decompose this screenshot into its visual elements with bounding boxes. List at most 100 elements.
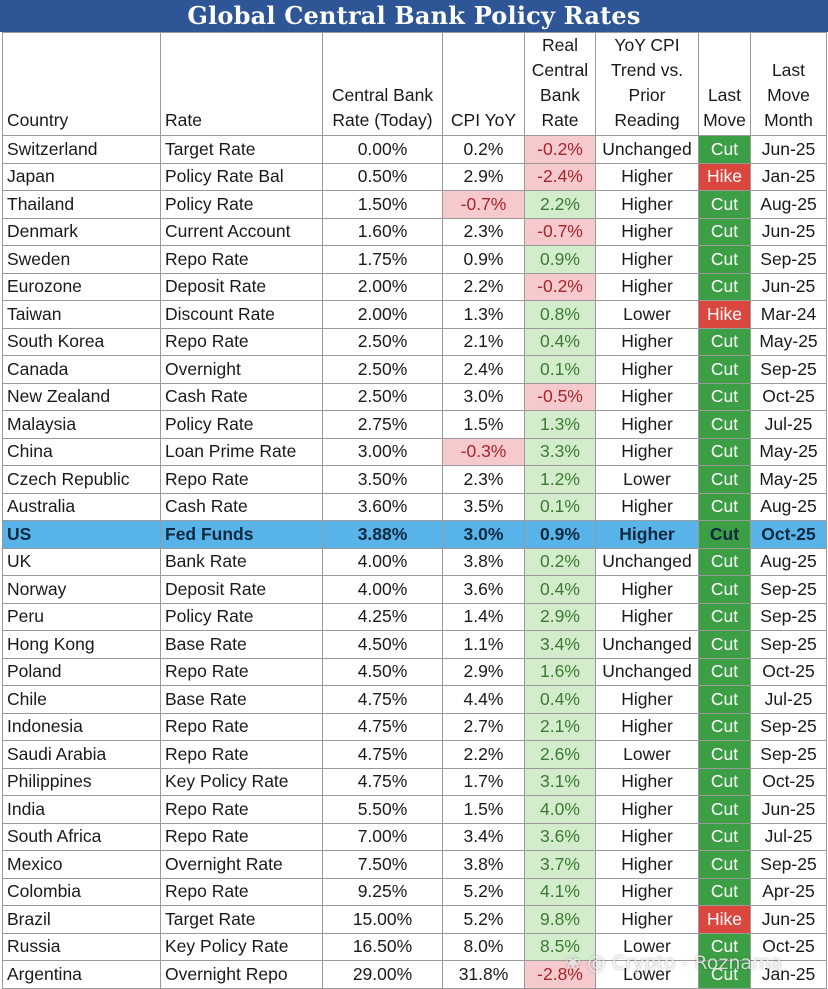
cell-rate-name: Repo Rate [160, 657, 323, 686]
cell-cpi-yoy: -0.7% [442, 190, 525, 219]
cell-rate-name: Fed Funds [160, 520, 323, 549]
header-line: Country [7, 110, 69, 130]
header-rate-name: Rate [160, 32, 323, 136]
cell-cpi-yoy: 2.9% [442, 657, 525, 686]
cell-cpi-trend: Unchanged [595, 630, 699, 659]
cell-country: Malaysia [2, 410, 161, 439]
table-row: Russia Key Policy Rate 16.50% 8.0% 8.5% Lower… [2, 932, 827, 961]
cell-real-rate: 4.0% [524, 795, 596, 824]
cell-real-rate: -2.4% [524, 162, 596, 191]
cell-country: South Korea [2, 327, 161, 356]
table-row: India Repo Rate 5.50% 1.5% 4.0% Higher Cut Jun-… [2, 795, 827, 824]
cell-country: New Zealand [2, 382, 161, 411]
cell-last-move-month: Jan-25 [750, 960, 827, 989]
cell-last-move-month: Sep-25 [750, 712, 827, 741]
cell-last-move-month: Oct-25 [750, 382, 827, 411]
cell-country: Russia [2, 932, 161, 961]
cell-policy-rate: 1.75% [322, 245, 443, 274]
cell-cpi-trend: Higher [595, 382, 699, 411]
cell-policy-rate: 0.50% [322, 162, 443, 191]
cell-policy-rate: 1.50% [322, 190, 443, 219]
header-line: Move [767, 85, 810, 105]
cell-rate-name: Base Rate [160, 685, 323, 714]
cell-cpi-trend: Higher [595, 520, 699, 549]
cell-cpi-yoy: -0.3% [442, 437, 525, 466]
cell-real-rate: 0.1% [524, 355, 596, 384]
cell-policy-rate: 1.60% [322, 217, 443, 246]
cell-last-move: Cut [698, 465, 751, 494]
header-line: Move [703, 110, 746, 130]
cell-policy-rate: 4.75% [322, 740, 443, 769]
cell-cpi-trend: Higher [595, 602, 699, 631]
cell-last-move-month: Sep-25 [750, 850, 827, 879]
cell-last-move-month: May-25 [750, 465, 827, 494]
cell-cpi-yoy: 2.2% [442, 740, 525, 769]
cell-policy-rate: 2.00% [322, 272, 443, 301]
cell-policy-rate: 4.00% [322, 575, 443, 604]
cell-last-move-month: Jul-25 [750, 410, 827, 439]
cell-policy-rate: 2.00% [322, 300, 443, 329]
header-real-rate: Real Central Bank Rate [524, 32, 596, 136]
cell-last-move-month: Sep-25 [750, 740, 827, 769]
cell-last-move-month: Oct-25 [750, 767, 827, 796]
header-last-move-month: Last Move Month [750, 32, 827, 136]
cell-rate-name: Overnight Repo [160, 960, 323, 989]
cell-country: Norway [2, 575, 161, 604]
header-line: Prior [628, 85, 666, 105]
cell-country: Brazil [2, 905, 161, 934]
cell-last-move: Cut [698, 932, 751, 961]
cell-last-move: Cut [698, 822, 751, 851]
cell-cpi-trend: Higher [595, 685, 699, 714]
cell-last-move: Cut [698, 410, 751, 439]
cell-cpi-trend: Higher [595, 272, 699, 301]
cell-cpi-trend: Lower [595, 740, 699, 769]
cell-cpi-yoy: 0.2% [442, 135, 525, 164]
cell-last-move-month: Oct-25 [750, 657, 827, 686]
cell-country: Denmark [2, 217, 161, 246]
cell-last-move-month: May-25 [750, 327, 827, 356]
cell-last-move: Cut [698, 190, 751, 219]
table-row: Sweden Repo Rate 1.75% 0.9% 0.9% Higher Cut Sep… [2, 245, 827, 274]
cell-cpi-yoy: 3.4% [442, 822, 525, 851]
cell-real-rate: 3.1% [524, 767, 596, 796]
cell-last-move-month: Aug-25 [750, 547, 827, 576]
cell-country: Switzerland [2, 135, 161, 164]
cell-cpi-trend: Lower [595, 300, 699, 329]
header-line: Last [771, 60, 806, 80]
cell-country: Eurozone [2, 272, 161, 301]
cell-policy-rate: 4.50% [322, 630, 443, 659]
cell-last-move: Cut [698, 437, 751, 466]
cell-last-move: Hike [698, 162, 751, 191]
table-row: Australia Cash Rate 3.60% 3.5% 0.1% Higher Cut… [2, 492, 827, 521]
header-line: Reading [614, 110, 680, 130]
cell-rate-name: Key Policy Rate [160, 767, 323, 796]
cell-last-move: Cut [698, 630, 751, 659]
header-line: Bank [540, 85, 580, 105]
cell-real-rate: 0.9% [524, 520, 596, 549]
header-line: YoY CPI [614, 35, 680, 55]
cell-last-move-month: Apr-25 [750, 877, 827, 906]
cell-cpi-yoy: 2.4% [442, 355, 525, 384]
cell-policy-rate: 2.75% [322, 410, 443, 439]
cell-last-move-month: Oct-25 [750, 520, 827, 549]
cell-last-move: Cut [698, 355, 751, 384]
cell-cpi-trend: Higher [595, 217, 699, 246]
table-row: South Korea Repo Rate 2.50% 2.1% 0.4% Higher C… [2, 327, 827, 356]
table-row: Canada Overnight 2.50% 2.4% 0.1% Higher Cut Sep… [2, 355, 827, 384]
cell-rate-name: Repo Rate [160, 327, 323, 356]
cell-real-rate: 1.6% [524, 657, 596, 686]
table-row: Japan Policy Rate Bal 0.50% 2.9% -2.4% Higher… [2, 162, 827, 191]
cell-country: Sweden [2, 245, 161, 274]
cell-last-move: Cut [698, 272, 751, 301]
cell-cpi-trend: Higher [595, 245, 699, 274]
cell-policy-rate: 2.50% [322, 382, 443, 411]
cell-rate-name: Cash Rate [160, 382, 323, 411]
table-row: Saudi Arabia Repo Rate 4.75% 2.2% 2.6% Lower C… [2, 740, 827, 769]
cell-cpi-yoy: 5.2% [442, 905, 525, 934]
cell-policy-rate: 0.00% [322, 135, 443, 164]
cell-country: Japan [2, 162, 161, 191]
cell-real-rate: 0.4% [524, 685, 596, 714]
cell-last-move-month: May-25 [750, 437, 827, 466]
cell-country: Poland [2, 657, 161, 686]
table-row: UK Bank Rate 4.00% 3.8% 0.2% Unchanged Cut Aug-… [2, 547, 827, 576]
